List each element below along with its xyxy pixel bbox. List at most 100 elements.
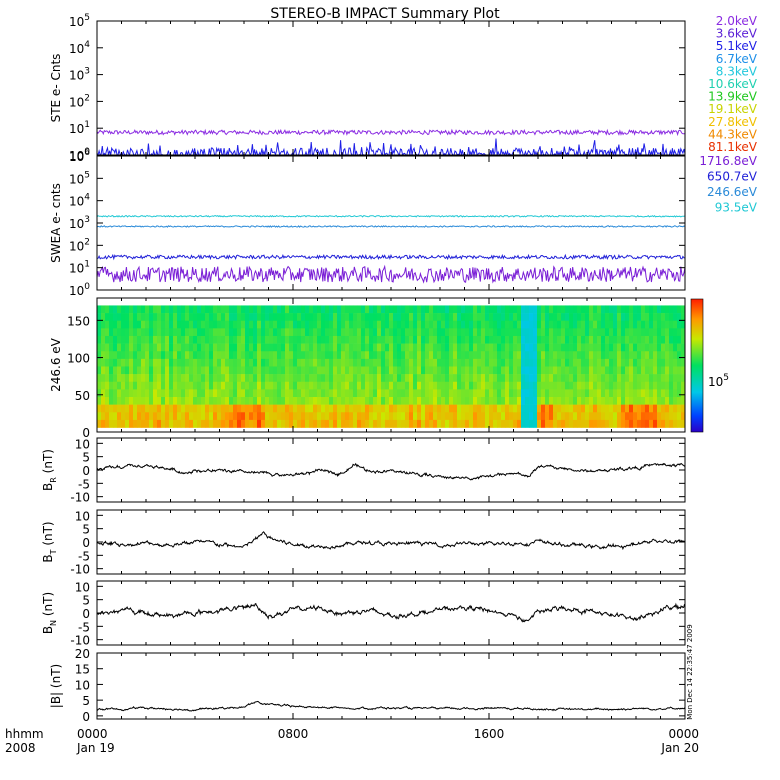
pad-cell (121, 343, 126, 352)
pad-cell (185, 328, 190, 337)
pad-cell (525, 366, 530, 375)
pad-cell (673, 343, 678, 352)
pad-cell (473, 404, 478, 413)
pad-cell (617, 328, 622, 337)
pad-cell (433, 404, 438, 413)
pad-cell (173, 351, 178, 360)
pad-cell (369, 381, 374, 390)
pad-cell (321, 320, 326, 329)
pad-cell (637, 358, 642, 367)
pad-cell (461, 313, 466, 321)
pad-cell (377, 381, 382, 390)
bt-line (96, 531, 686, 551)
pad-cell (617, 374, 622, 383)
pad-cell (681, 374, 686, 383)
pad-cell (333, 381, 338, 390)
pad-cell (245, 412, 250, 421)
pad-cell (277, 328, 282, 337)
pad-cell (397, 328, 402, 337)
pad-cell (293, 313, 298, 321)
pad-cell (465, 320, 470, 329)
pad-cell (333, 419, 338, 428)
pad-cell (193, 320, 198, 329)
pad-cell (301, 374, 306, 383)
pad-cell (501, 412, 506, 421)
pad-cell (513, 412, 518, 421)
pad-cell (117, 404, 122, 413)
pad-cell (265, 412, 270, 421)
pad-cell (309, 374, 314, 383)
pad-cell (205, 412, 210, 421)
pad-cell (113, 397, 118, 405)
pad-cell (653, 397, 658, 405)
pad-cell (485, 404, 490, 413)
pad-cell (229, 320, 234, 329)
pad-cell (217, 419, 222, 428)
pad-cell (153, 305, 158, 314)
pad-cell (429, 374, 434, 383)
pad-cell (333, 397, 338, 405)
pad-cell (129, 358, 134, 367)
pad-cell (453, 343, 458, 352)
pad-cell (573, 328, 578, 337)
pad-cell (565, 412, 570, 421)
pad-cell (357, 389, 362, 398)
pad-cell (593, 404, 598, 413)
pad-cell (297, 351, 302, 360)
pad-cell (481, 412, 486, 421)
pad-cell (157, 412, 162, 421)
pad-cell (185, 419, 190, 428)
pad-cell (549, 320, 554, 329)
pad-cell (245, 419, 250, 428)
pad-cell (289, 313, 294, 321)
pad-cell (645, 397, 650, 405)
pad-cell (121, 320, 126, 329)
pad-cell (213, 335, 218, 344)
pad-cell (637, 366, 642, 375)
pad-cell (501, 351, 506, 360)
pad-cell (553, 343, 558, 352)
swea-ytick-label-6: 106 (69, 148, 90, 164)
pad-cell (485, 389, 490, 398)
pad-cell (605, 328, 610, 337)
pad-cell (345, 320, 350, 329)
pad-cell (549, 374, 554, 383)
pad-cell (305, 320, 310, 329)
pad-cell (253, 389, 258, 398)
pad-cell (401, 351, 406, 360)
pad-cell (425, 389, 430, 398)
pad-cell (617, 389, 622, 398)
pad-cell (149, 389, 154, 398)
pad-cell (637, 419, 642, 428)
pad-cell (661, 419, 666, 428)
pad-cell (129, 351, 134, 360)
pad-cell (401, 389, 406, 398)
pad-cell (641, 412, 646, 421)
pad-cell (405, 366, 410, 375)
pad-cell (681, 366, 686, 375)
pad-cell (529, 328, 534, 337)
pad-cell (385, 419, 390, 428)
pad-cell (169, 343, 174, 352)
pad-cell (329, 381, 334, 390)
pad-cell (681, 351, 686, 360)
pad-cell (117, 305, 122, 314)
pad-cell (681, 419, 686, 428)
pad-cell (265, 404, 270, 413)
pad-cell (469, 351, 474, 360)
pad-cell (521, 343, 526, 352)
pad-cell (153, 335, 158, 344)
pad-cell (365, 374, 370, 383)
pad-cell (249, 381, 254, 390)
pad-cell (417, 389, 422, 398)
pad-cell (669, 404, 674, 413)
pad-cell (165, 343, 170, 352)
br-y-axis-label: BR (nT) (41, 449, 58, 491)
pad-cell (169, 351, 174, 360)
pad-cell (521, 358, 526, 367)
pad-cell (465, 358, 470, 367)
pad-cell (397, 404, 402, 413)
pad-cell (565, 381, 570, 390)
pad-cell (137, 366, 142, 375)
